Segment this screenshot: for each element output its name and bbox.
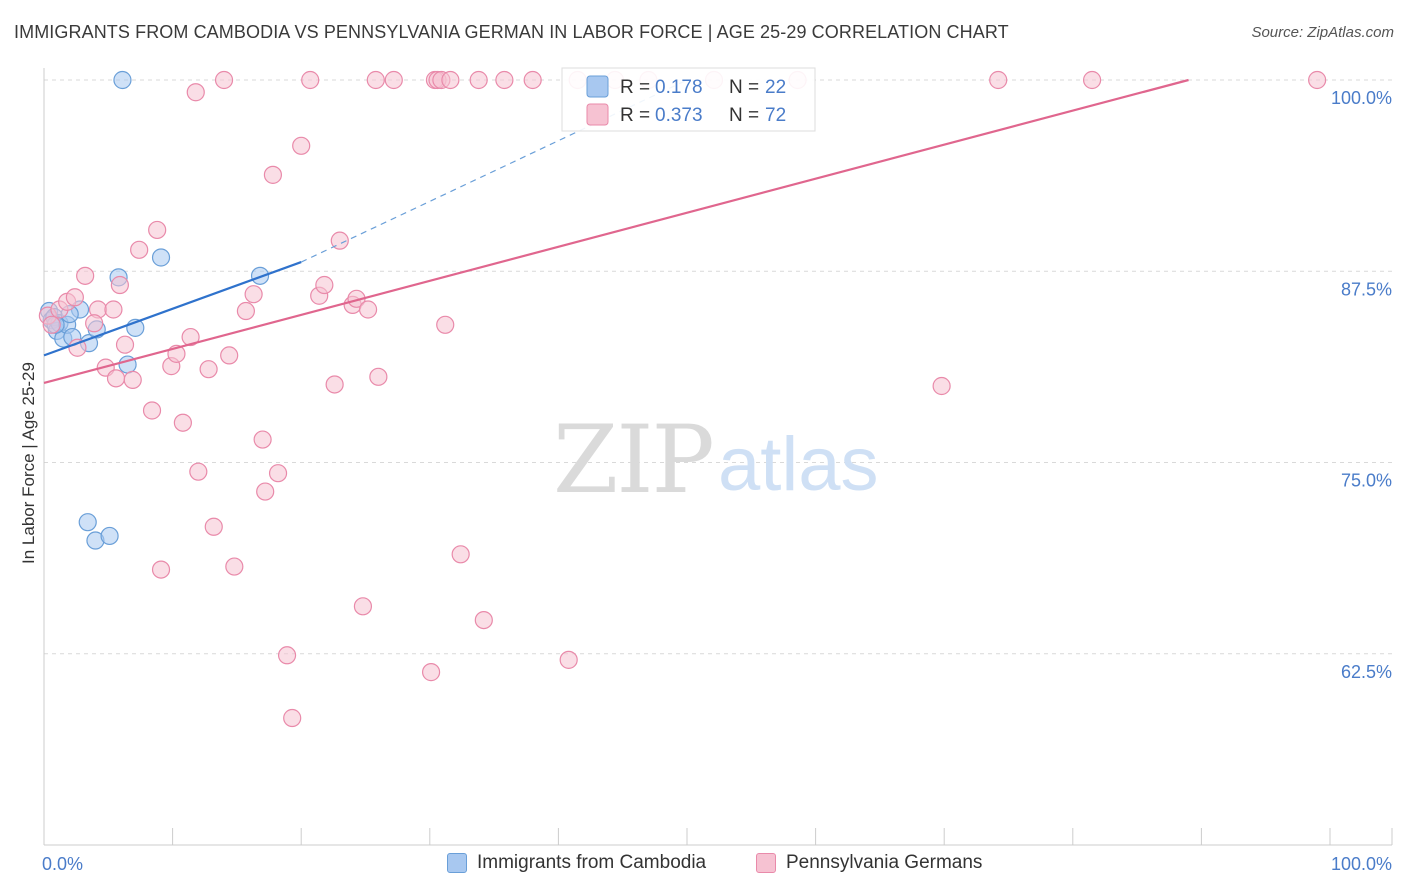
x-tick-label-0: 0.0% [42,854,83,874]
data-point [199,360,218,379]
data-point [315,275,334,295]
data-point [181,327,200,347]
data-point [325,375,344,394]
y-tick-label-2: 75.0% [1341,471,1392,491]
x-tick-label-1: 100.0% [1331,854,1392,874]
data-point [469,70,488,90]
data-point [474,610,493,630]
stats-r-value-0: 0.178 [655,77,703,98]
data-point [421,663,441,682]
data-point [220,346,239,365]
data-point [283,708,302,728]
data-point [123,370,142,389]
data-point [65,288,84,307]
stats-n-label-1: N = [729,105,759,126]
data-point [353,597,373,616]
series-blue-points [40,70,270,550]
data-point [110,275,129,295]
bottom-legend: Immigrants from Cambodia Pennsylvania Ge… [0,852,1406,878]
data-point [256,482,275,501]
data-point [495,70,514,90]
data-point [148,220,167,240]
data-point [151,248,171,267]
data-point [42,315,61,334]
data-point [76,266,95,285]
data-point [358,300,378,319]
stats-r-value-1: 0.373 [655,105,703,126]
data-point [173,413,192,432]
data-point [301,70,320,90]
data-point [130,240,149,259]
stats-n-value-1: 72 [765,105,786,126]
legend-swatch-pink [756,853,776,873]
data-point [244,285,263,304]
data-point [523,70,542,90]
stats-swatch-pink [586,103,609,126]
data-point [268,464,288,483]
y-tick-label-1: 87.5% [1341,279,1392,299]
legend-item-cambodia[interactable]: Immigrants from Cambodia [447,852,706,874]
legend-label-cambodia: Immigrants from Cambodia [477,852,707,873]
data-point [384,70,403,90]
watermark-atlas: atlas [718,422,879,507]
data-point [366,70,385,90]
data-point [142,401,162,420]
data-point [369,367,388,386]
data-point [85,314,104,333]
data-point [277,646,297,665]
series-pink-points [38,70,1327,728]
data-point [253,430,272,449]
data-point [104,300,123,319]
data-point [932,376,951,396]
y-tick-label-0: 100.0% [1331,88,1392,108]
data-point [214,70,234,90]
trendline-pennsylvania-germans [43,78,1189,385]
data-point [225,557,244,576]
stats-legend: R = 0.178 N = 22 R = 0.373 N = 72 [561,67,816,132]
data-point [189,462,208,481]
y-tick-label-3: 62.5% [1341,662,1392,682]
data-point [68,338,87,357]
stats-n-label-0: N = [729,77,759,98]
y-axis-title: In Labor Force | Age 25-29 [19,362,38,564]
data-point [330,231,349,250]
data-point [436,315,455,334]
stats-r-label-0: R = [620,77,650,98]
watermark-zip: ZIP [553,406,713,515]
data-point [989,70,1008,90]
legend-swatch-blue [447,853,467,873]
stats-n-value-0: 22 [765,77,786,98]
data-point [115,335,135,354]
data-point [236,301,256,321]
data-point [1308,70,1327,90]
data-point [1082,70,1102,90]
data-point [100,526,119,546]
stats-swatch-blue [586,75,609,98]
data-point [106,369,126,388]
data-point [451,545,470,564]
data-point [113,70,132,90]
data-point [263,165,283,184]
data-point [186,83,205,102]
data-point [204,517,223,536]
data-point [559,650,578,669]
chart-title: IMMIGRANTS FROM CAMBODIA VS PENNSYLVANIA… [14,22,1009,42]
stats-r-label-1: R = [620,105,650,126]
data-point [151,560,171,579]
legend-item-pennsylvania-germans[interactable]: Pennsylvania Germans [756,852,982,874]
trendline-cambodia [43,261,302,357]
legend-label-pennsylvania-germans: Pennsylvania Germans [786,852,983,873]
data-point [78,513,97,532]
data-point [441,70,460,90]
source-label: Source: ZipAtlas.com [1251,24,1394,41]
data-point [292,136,311,155]
